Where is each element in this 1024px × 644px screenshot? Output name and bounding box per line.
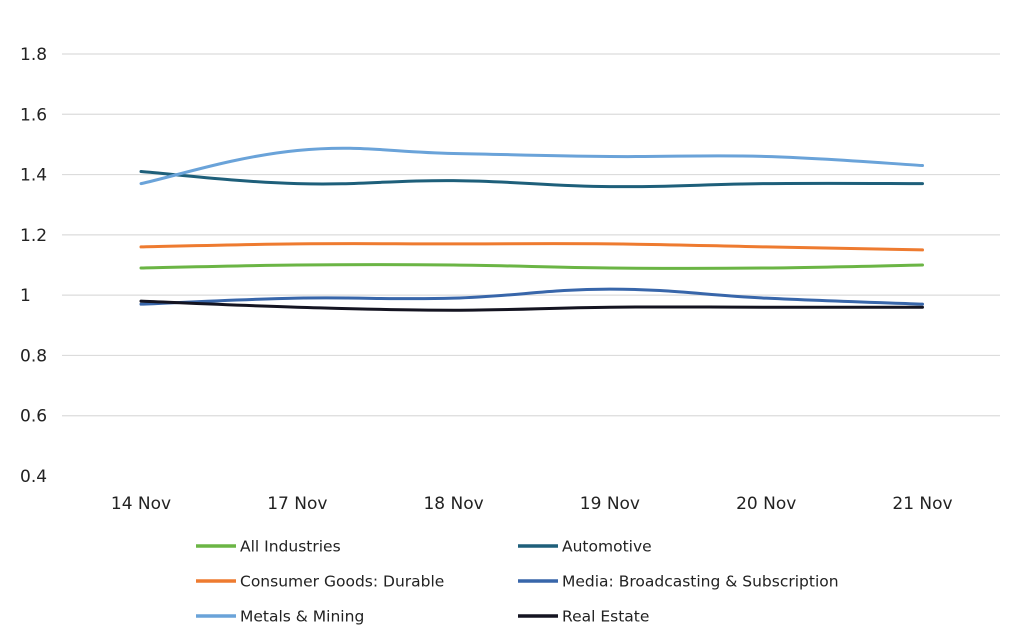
series-line-real-estate (139, 299, 924, 312)
x-tick-label: 20 Nov (736, 494, 796, 514)
y-tick-label: 1.6 (20, 105, 47, 125)
x-tick-label: 19 Nov (580, 494, 640, 514)
y-tick-label: 1.8 (20, 45, 47, 65)
y-tick-label: 0.8 (20, 346, 47, 366)
legend-label: All Industries (240, 538, 341, 556)
series-line-media-broadcasting-subscription (139, 287, 924, 306)
y-axis-tick-labels: 1.8 1.6 1.4 1.2 1 0.8 0.6 0.4 (20, 45, 47, 487)
y-tick-label: 0.6 (20, 407, 47, 427)
y-tick-label: 1.2 (20, 226, 47, 246)
legend-label: Consumer Goods: Durable (240, 573, 444, 591)
grid-lines (62, 53, 1000, 417)
x-tick-label: 21 Nov (892, 494, 952, 514)
series-line-metals-mining (139, 146, 924, 186)
legend-label: Media: Broadcasting & Subscription (562, 573, 839, 591)
x-tick-label: 14 Nov (111, 494, 171, 514)
y-tick-label: 1.4 (20, 166, 47, 186)
series-lines (139, 146, 924, 312)
legend-label: Automotive (562, 538, 652, 556)
x-tick-label: 18 Nov (423, 494, 483, 514)
x-tick-label: 17 Nov (267, 494, 327, 514)
y-tick-label: 0.4 (20, 467, 47, 487)
series-line-consumer-goods-durable (139, 242, 924, 252)
legend-label: Metals & Mining (240, 608, 364, 626)
y-tick-label: 1 (20, 286, 31, 306)
legend-label: Real Estate (562, 608, 649, 626)
x-axis-tick-labels: 14 Nov 17 Nov 18 Nov 19 Nov 20 Nov 21 Nov (111, 494, 953, 514)
series-line-all-industries (139, 263, 924, 270)
legend: All Industries Automotive Consumer Goods: … (196, 538, 839, 626)
series-line-automotive (139, 170, 924, 189)
